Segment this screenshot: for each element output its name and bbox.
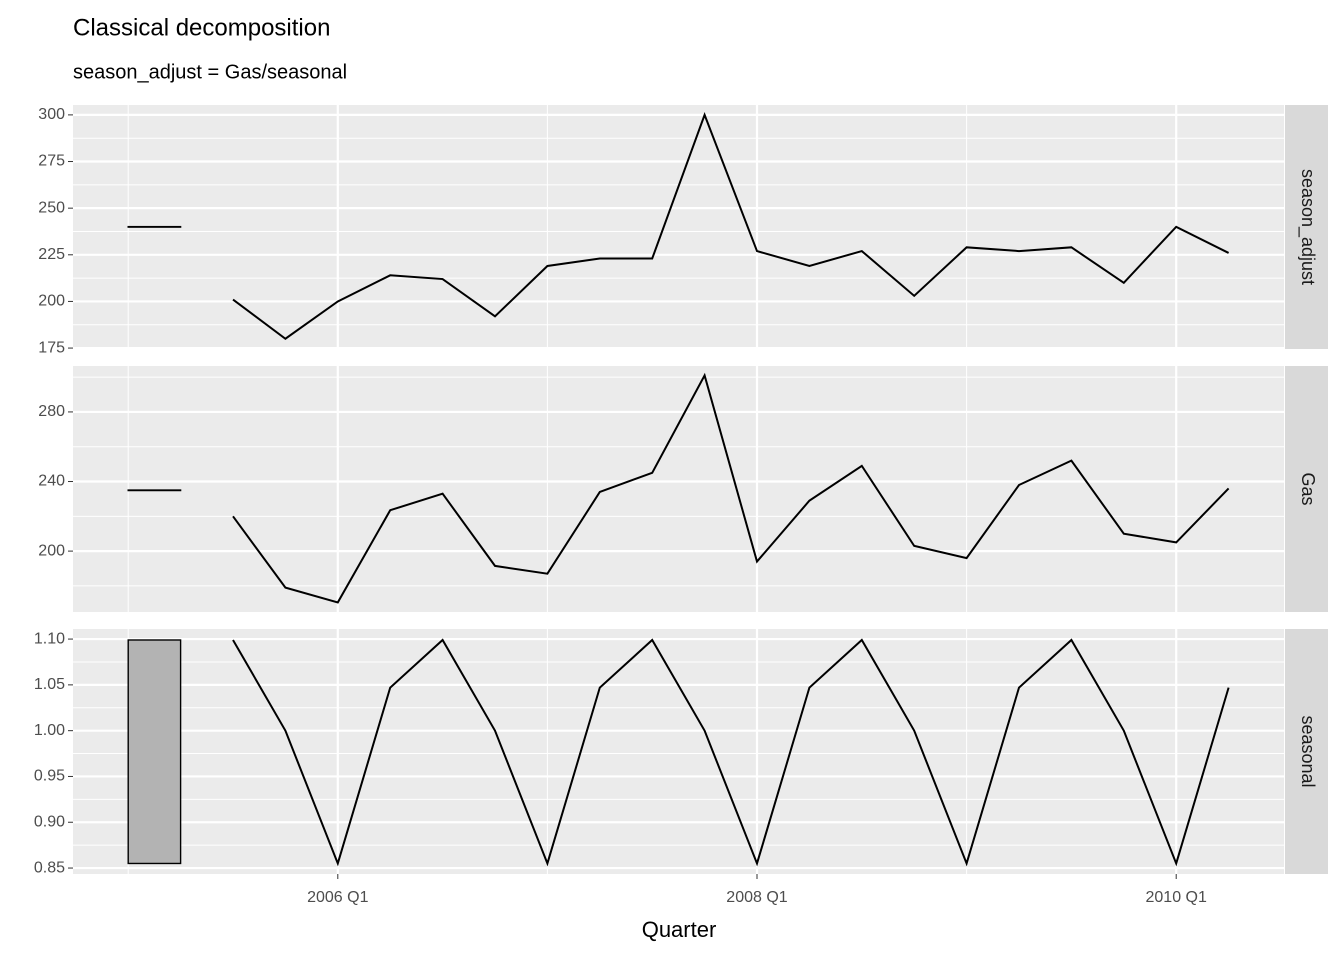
panel-background [73, 629, 1284, 874]
y-tick-label: 225 [38, 246, 65, 263]
data-line [232, 372, 1230, 604]
panel-background [73, 105, 1284, 349]
y-tick-label: 0.95 [34, 768, 65, 785]
y-tick-label: 300 [38, 106, 65, 123]
y-tick-label: 1.10 [34, 630, 65, 647]
x-axis-title: Quarter [642, 917, 717, 942]
y-tick-label: 275 [38, 153, 65, 170]
range-bar [127, 639, 182, 865]
facet-label: season_adjust [1297, 169, 1318, 285]
y-tick-label: 250 [38, 199, 65, 216]
range-bar [127, 489, 182, 492]
y-tick-label: 200 [38, 542, 65, 559]
data-line [232, 112, 1230, 340]
x-tick-label: 2006 Q1 [307, 889, 368, 906]
y-tick-label: 1.05 [34, 676, 65, 693]
range-bar [127, 225, 182, 228]
x-tick-label: 2010 Q1 [1146, 889, 1207, 906]
y-tick-label: 0.85 [34, 859, 65, 876]
y-tick-label: 0.90 [34, 813, 65, 830]
panel-background [73, 366, 1284, 612]
y-tick-label: 280 [38, 403, 65, 420]
chart-subtitle: season_adjust = Gas/seasonal [73, 61, 347, 83]
facet-label: Gas [1298, 472, 1318, 505]
y-tick-label: 200 [38, 293, 65, 310]
facet-strip [1285, 366, 1328, 612]
facet-label: seasonal [1298, 715, 1318, 787]
y-tick-label: 240 [38, 473, 65, 490]
chart-title: Classical decomposition [73, 14, 330, 41]
y-tick-label: 175 [38, 339, 65, 356]
y-tick-label: 1.00 [34, 722, 65, 739]
facet-strip [1285, 629, 1328, 874]
data-line [232, 638, 1230, 867]
facet-strip [1285, 105, 1328, 349]
x-tick-label: 2008 Q1 [726, 889, 787, 906]
